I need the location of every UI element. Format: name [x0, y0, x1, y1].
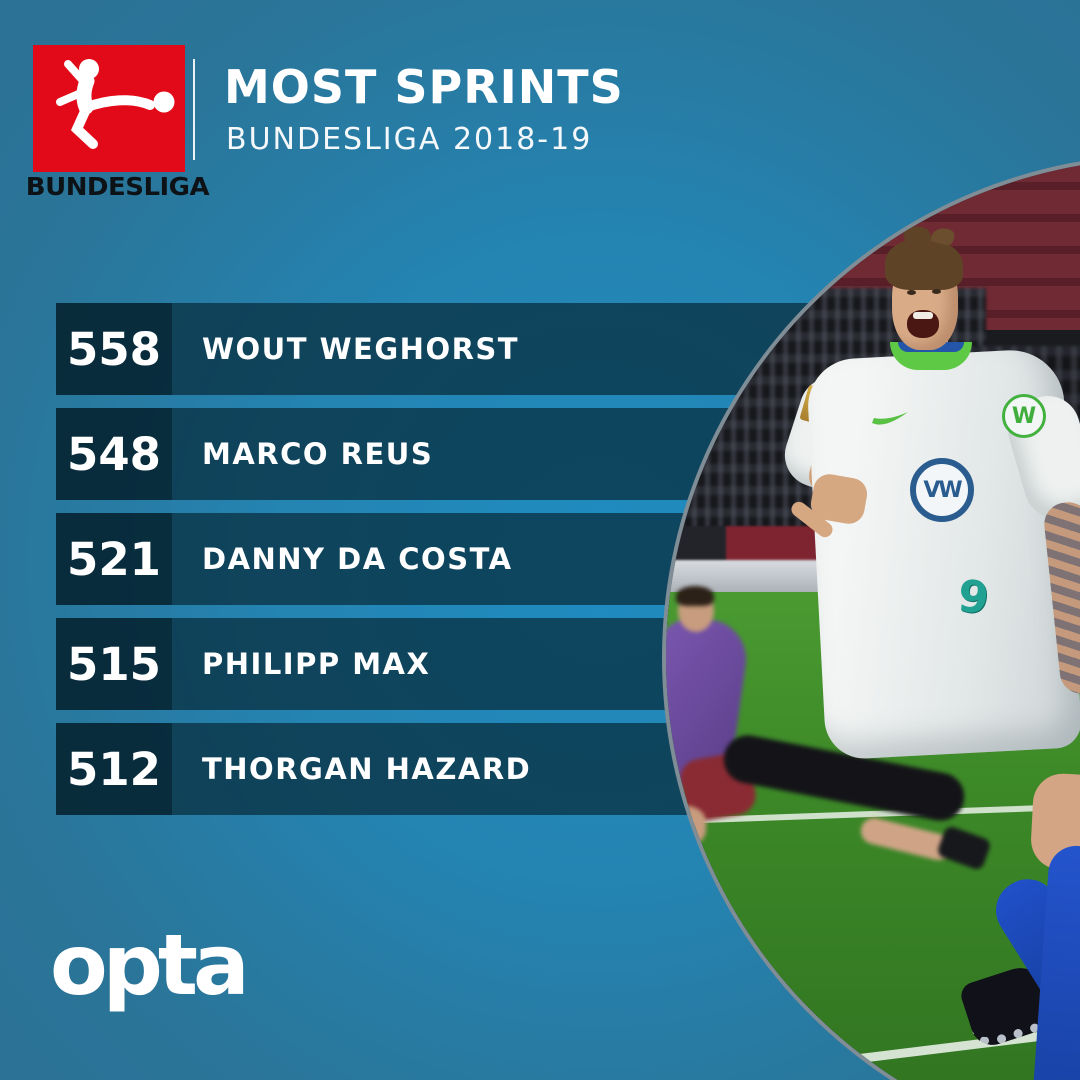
goalkeeper-hand — [666, 806, 706, 846]
player-eye — [907, 290, 916, 295]
shorts-number: 9 — [955, 570, 992, 625]
player-mouth — [907, 310, 939, 338]
player-photo-circle: VW W 9 — [662, 154, 1080, 1080]
wolfsburg-badge: W — [1002, 394, 1046, 438]
sprint-count: 515 — [56, 618, 172, 710]
page-title: MOST SPRINTS — [224, 60, 624, 114]
header-divider — [193, 59, 195, 160]
player-eye — [932, 289, 941, 294]
vw-badge: VW — [910, 458, 974, 522]
sprint-count: 548 — [56, 408, 172, 500]
sprint-count: 521 — [56, 513, 172, 605]
sprint-count: 558 — [56, 303, 172, 395]
nike-swoosh-icon — [872, 412, 908, 425]
player-hair — [885, 238, 963, 290]
player-teeth — [913, 312, 933, 319]
bundesliga-kicker-icon — [56, 59, 175, 149]
bundesliga-logo — [33, 45, 185, 172]
opta-logo: opta — [50, 916, 250, 1014]
page-subtitle: BUNDESLIGA 2018-19 — [226, 122, 593, 157]
goalkeeper-hair — [676, 586, 714, 606]
bundesliga-wordmark: BUNDESLIGA — [25, 172, 210, 201]
sprint-count: 512 — [56, 723, 172, 815]
